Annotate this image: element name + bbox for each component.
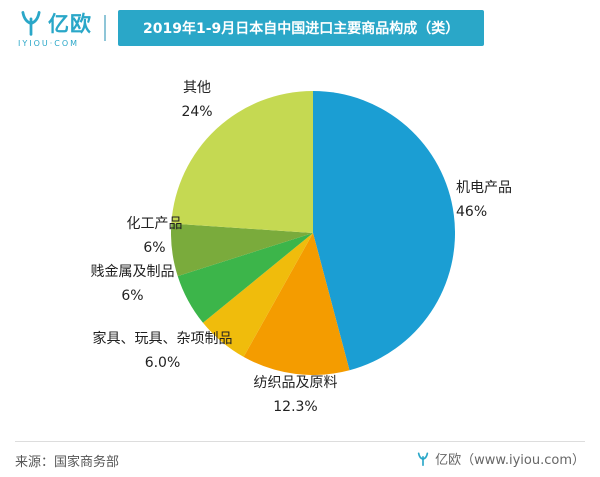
footer-brand-text: 亿欧（www.iyiou.com） [435, 453, 585, 468]
slice-percent: 6% [121, 288, 144, 304]
footer-brand: 亿欧（www.iyiou.com） [416, 449, 585, 468]
pie-slice-label: 家具、玩具、杂项制品 6.0% [80, 327, 245, 375]
pie-slice-label: 纺织品及原料 12.3% [243, 371, 348, 419]
logo-text: 亿欧 [48, 12, 92, 36]
slice-name: 其他 [183, 80, 211, 96]
pie-chart [171, 91, 455, 375]
iyiou-logo-icon-small [417, 451, 429, 466]
iyiou-logo-icon [21, 11, 41, 36]
chart-title-banner: 2019年1-9月日本自中国进口主要商品构成（类） [118, 10, 485, 46]
header: 亿欧 IYIOU·COM 2019年1-9月日本自中国进口主要商品构成（类） [18, 8, 585, 48]
pie-slice-label: 机电产品 46% [456, 176, 551, 224]
slice-percent: 6.0% [144, 355, 181, 371]
pie-slice-2 [202, 233, 313, 357]
slice-name: 贱金属及制品 [90, 264, 175, 280]
iyiou-logo: 亿欧 IYIOU·COM [18, 8, 92, 48]
pie-slice-1 [243, 233, 350, 375]
pie-slice-label: 化工产品 6% [112, 212, 197, 260]
slice-percent: 6% [143, 240, 166, 256]
pie-slice-5 [171, 91, 313, 233]
logo-subtext: IYIOU·COM [18, 39, 80, 48]
slice-percent: 24% [181, 104, 213, 120]
pie-slice-label: 贱金属及制品 6% [80, 260, 185, 308]
slice-name: 化工产品 [126, 216, 183, 232]
header-divider [104, 15, 106, 41]
slice-name: 家具、玩具、杂项制品 [92, 331, 233, 347]
source-text: 来源：国家商务部 [15, 455, 120, 470]
pie-slice-label: 其他 24% [157, 76, 237, 124]
slice-percent: 12.3% [273, 399, 318, 415]
slice-percent: 46% [456, 204, 488, 220]
slice-name: 机电产品 [456, 180, 512, 196]
pie-slice-4 [171, 223, 313, 277]
slice-name: 纺织品及原料 [253, 375, 338, 391]
pie-slice-3 [177, 233, 313, 323]
chart-title: 2019年1-9月日本自中国进口主要商品构成（类） [143, 21, 460, 37]
pie-slice-0 [313, 91, 455, 371]
footer-divider [15, 441, 585, 442]
